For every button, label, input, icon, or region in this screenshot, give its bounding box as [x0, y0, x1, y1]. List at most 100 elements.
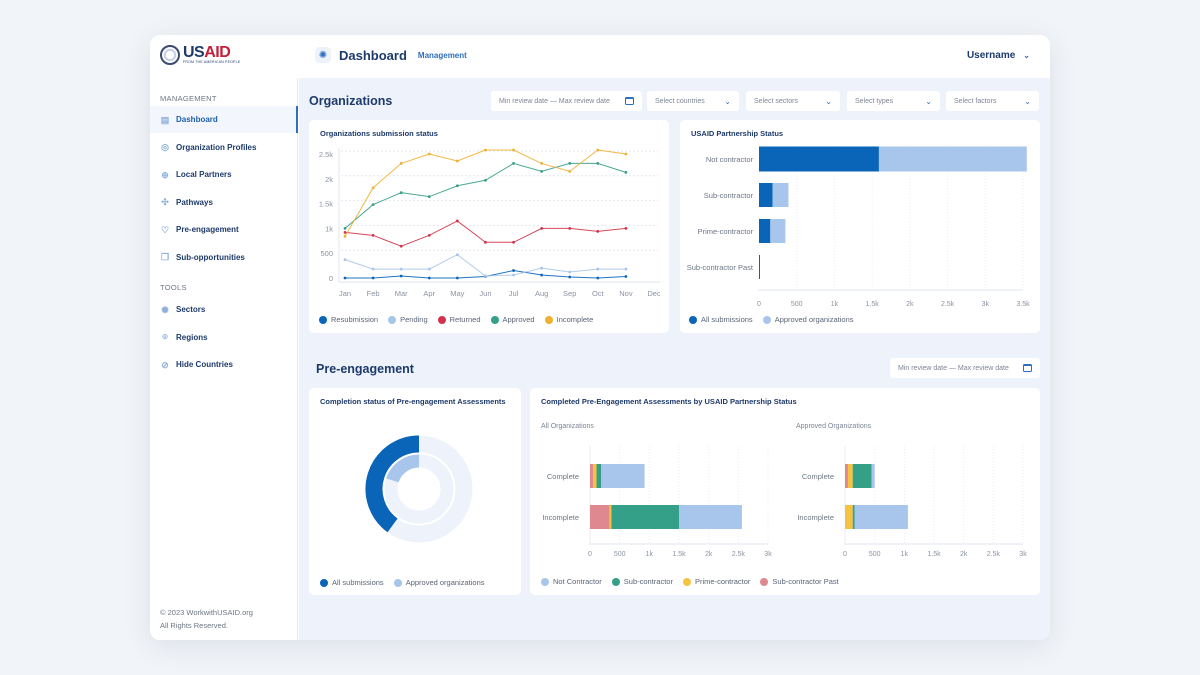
legend-item[interactable]: Not Contractor [541, 577, 602, 586]
usaid-logo[interactable]: USAID FROM THE AMERICAN PEOPLE [160, 45, 240, 65]
y-tick-label: 1k [325, 224, 333, 233]
x-tick-label: Apr [423, 289, 435, 298]
sectors-select[interactable]: Select sectors ⌄ [746, 91, 840, 111]
pre-engagement-date-range-filter[interactable]: Min review date — Max review date [890, 358, 1040, 378]
x-tick-label: Aug [535, 289, 548, 298]
legend-swatch [319, 315, 327, 324]
series-line-approved [344, 162, 627, 229]
data-point [624, 170, 628, 174]
date-range-filter[interactable]: Min review date — Max review date [491, 91, 642, 111]
data-point [399, 244, 403, 248]
x-tick-label: 1k [901, 551, 909, 558]
gear-icon: ✺ [161, 304, 169, 315]
y-category-label: Incomplete [797, 513, 834, 522]
legend-item[interactable]: All submissions [320, 578, 384, 587]
data-point [624, 267, 628, 271]
hide-icon: ⊘ [161, 359, 169, 370]
legend-label: Not Contractor [553, 577, 602, 586]
username: Username [966, 50, 1016, 61]
data-point [596, 267, 600, 271]
data-point [540, 162, 544, 165]
legend-item[interactable]: Returned [437, 315, 481, 324]
bar-segment [845, 464, 848, 488]
sidebar-item-label: Dashboard [176, 115, 218, 124]
legend-item[interactable]: Pending [388, 315, 428, 324]
pathways-icon: ✣ [161, 197, 169, 207]
data-point [596, 276, 600, 280]
sidebar-item-local-partners[interactable]: ⊕ Local Partners [150, 161, 298, 188]
y-category-label: Sub-contractor Past [687, 263, 754, 272]
y-tick-label: 500 [320, 249, 333, 258]
x-tick-label: Feb [367, 289, 380, 298]
map-pin-icon: ⌾ [162, 332, 168, 342]
sectors-placeholder: Select sectors [754, 97, 798, 105]
partnership-status-card: USAID Partnership Status 0 500 1k 1.5k 2k 2.5… [680, 120, 1040, 333]
sidebar-item-pathways[interactable]: ✣ Pathways [150, 189, 298, 216]
bar-segment [609, 505, 612, 529]
x-tick-label: 500 [614, 551, 626, 558]
x-tick-label: 1k [646, 551, 654, 558]
legend-item[interactable]: Approved [490, 315, 535, 324]
sidebar-item-sectors[interactable]: ✺ Sectors [150, 296, 298, 323]
data-point [568, 162, 572, 165]
sidebar-item-pre-engagement[interactable]: ♡ Pre-engagement [150, 216, 298, 243]
sidebar-item-dashboard[interactable]: ▤ Dashboard [150, 106, 298, 133]
legend-item[interactable]: All submissions [689, 315, 753, 324]
types-select[interactable]: Select types ⌄ [847, 91, 940, 111]
bar-segment [611, 505, 679, 529]
x-tick-label: 1.5k [672, 551, 686, 558]
data-point [568, 270, 572, 274]
chevron-down-icon: ⌄ [724, 96, 731, 106]
legend-item[interactable]: Sub-contractor Past [760, 577, 839, 586]
data-point [427, 233, 431, 237]
pre-engagement-heading: Pre-engagement [316, 362, 414, 376]
legend-item[interactable]: Incomplete [544, 315, 593, 324]
legend-item[interactable]: Resubmission [319, 315, 378, 324]
panel-subtitle-approved: Approved Organizations [796, 423, 872, 430]
gear-icon: ✺ [315, 47, 331, 63]
sidebar-item-label: Organization Profiles [176, 142, 257, 152]
sidebar-item-sub-opportunities[interactable]: ❒ Sub-opportunities [150, 244, 298, 271]
legend-item[interactable]: Sub-contractor [611, 577, 673, 586]
legend-item[interactable]: Approved organizations [393, 578, 485, 587]
submission-status-line-chart: 0 500 1k 1.5k 2k 2.5k Jan Feb Mar Apr May Jun Jul Aug… [319, 148, 661, 298]
x-tick-label: Nov [619, 289, 633, 298]
legend-item[interactable]: Prime-contractor [682, 577, 750, 586]
countries-select[interactable]: Select countries ⌄ [647, 91, 739, 111]
legend-label: All submissions [332, 578, 384, 587]
section-label-tools: TOOLS [160, 283, 187, 292]
data-point [343, 227, 347, 230]
data-point [371, 276, 375, 280]
x-tick-label: Jul [509, 289, 519, 298]
page-section-link[interactable]: Management [417, 50, 467, 60]
legend-swatch [437, 315, 446, 324]
y-category-label: Not contractor [706, 155, 754, 164]
factors-select[interactable]: Select factors ⌄ [946, 91, 1039, 111]
sidebar-item-regions[interactable]: ⌾ Regions [150, 324, 298, 351]
x-tick-label: Jan [339, 289, 351, 298]
chart-title: Completed Pre-Engagement Assessments by … [541, 397, 797, 406]
data-point [455, 276, 459, 280]
data-point [596, 148, 600, 152]
legend-label: All submissions [701, 315, 753, 324]
x-tick-label: 1k [831, 301, 839, 308]
user-menu[interactable]: Username ⌄ [967, 50, 1030, 61]
x-tick-label: Oct [592, 289, 605, 298]
sidebar-item-hide-countries[interactable]: ⊘ Hide Countries [150, 351, 298, 378]
bar-segment [759, 146, 879, 172]
sidebar-item-organization-profiles[interactable]: ◎ Organization Profiles [150, 134, 298, 161]
y-category-label: Prime-contractor [698, 227, 754, 236]
assessments-by-status-card: Completed Pre-Engagement Assessments by … [530, 388, 1040, 595]
legend-item[interactable]: Approved organizations [762, 315, 854, 324]
data-point [371, 233, 375, 237]
bar-segment [679, 505, 742, 529]
legend-swatch [490, 315, 499, 324]
data-point [455, 159, 459, 163]
globe-icon: ⊕ [161, 169, 169, 180]
rights-line: All Rights Reserved. [160, 621, 228, 630]
types-placeholder: Select types [855, 97, 894, 105]
sidebar-item-label: Local Partners [176, 170, 232, 179]
x-tick-label: 2k [705, 551, 713, 558]
data-point [371, 203, 375, 206]
legend-swatch [393, 578, 402, 587]
